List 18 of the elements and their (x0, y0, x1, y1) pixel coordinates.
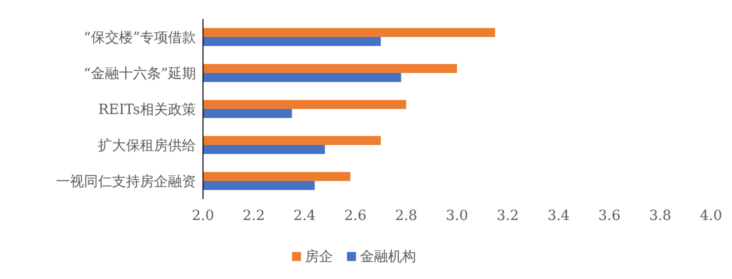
x-tick-label: 4.0 (700, 208, 722, 224)
legend-label: 金融机构 (360, 249, 416, 265)
y-tick-label: REITs相关政策 (98, 102, 196, 118)
y-tick-label: 扩大保租房供给 (98, 138, 196, 154)
x-tick-label: 2.2 (242, 208, 265, 224)
legend-label: 房企 (305, 249, 333, 265)
y-tick-label: “保交楼”专项借款 (84, 30, 196, 46)
y-tick-label: “金融十六条”延期 (84, 66, 196, 82)
x-tick-label: 3.0 (446, 208, 468, 224)
x-tick-label: 3.8 (649, 208, 672, 224)
x-tick-label: 2.0 (192, 208, 214, 224)
y-tick-label: 一视同仁支持房企融资 (56, 174, 196, 190)
x-tick-label: 2.4 (293, 208, 316, 224)
x-tick-label: 3.4 (547, 208, 570, 224)
x-tick-label: 2.6 (344, 208, 367, 224)
x-tick-label: 2.8 (395, 208, 418, 224)
x-tick-label: 3.2 (496, 208, 519, 224)
x-tick-label: 3.6 (598, 208, 621, 224)
